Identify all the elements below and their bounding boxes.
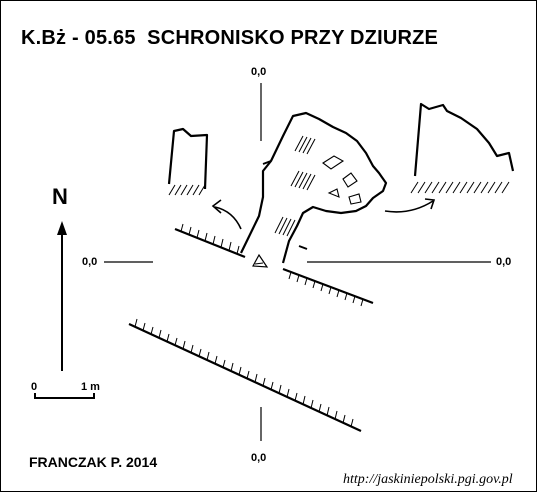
north-arrow-icon [57, 221, 67, 371]
rock-pillar-left-hatch [168, 184, 206, 196]
entrance-triangle-icon [252, 253, 269, 268]
source-url: http://jaskiniepolski.pgi.gov.pl [343, 472, 513, 487]
rock-pillar-right-hatch [410, 181, 510, 194]
axis-label-bottom: 0,0 [251, 452, 267, 464]
scale-zero-label: 0 [31, 381, 38, 393]
arrow-right-curve-icon [384, 198, 436, 213]
wall-tick [262, 160, 272, 165]
wall-tick [298, 245, 308, 250]
arrow-left-curve-icon [211, 199, 242, 230]
axis-label-left: 0,0 [82, 256, 98, 268]
cliff-line-upper [174, 227, 374, 305]
rock-pillar-left [167, 127, 209, 190]
rock-blocks [322, 155, 362, 205]
author-credit: FRANCZAK P. 2014 [29, 454, 158, 470]
cliff-ticks-lower [134, 318, 354, 427]
slope-hatching [274, 135, 316, 238]
page-title: K.Bż - 05.65 SCHRONISKO PRZY DZIURZE [21, 27, 439, 49]
cliff-line-lower [128, 323, 362, 432]
rock-pillar-right [413, 102, 515, 177]
axis-label-right: 0,0 [496, 256, 512, 268]
axis-label-top: 0,0 [251, 66, 267, 78]
cave-outline [240, 111, 388, 264]
cliff-ticks-upper [180, 223, 364, 307]
scale-bar [34, 393, 95, 399]
north-label: N [52, 184, 68, 209]
scale-length-label: 1 m [81, 381, 100, 393]
